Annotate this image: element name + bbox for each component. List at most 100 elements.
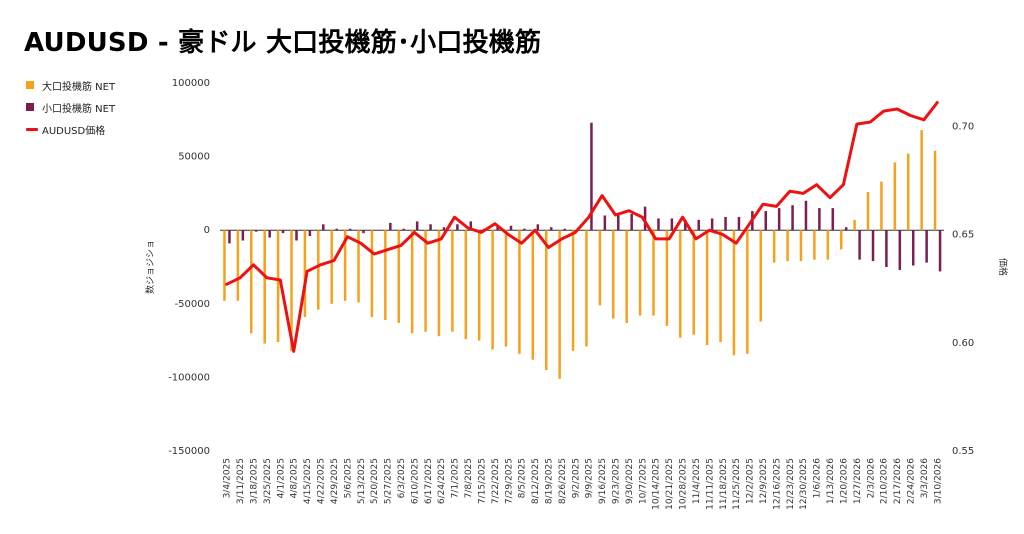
bar-small <box>348 228 352 231</box>
legend-item-price: AUDUSD価格 <box>26 118 115 140</box>
x-tick-label: 1/13/2026 <box>826 458 836 504</box>
bar-small <box>456 224 459 231</box>
bar-small <box>885 230 888 267</box>
bar-large <box>544 230 548 371</box>
bar-small <box>710 218 714 231</box>
bar-large <box>504 230 508 347</box>
x-tick-label: 5/27/2025 <box>384 458 394 504</box>
x-tick-label: 8/12/2025 <box>531 458 541 504</box>
x-tick-label: 11/18/2025 <box>719 458 729 510</box>
bar-small <box>389 222 392 231</box>
y-tick-label: 0 <box>204 225 210 236</box>
x-tick-label: 5/20/2025 <box>370 458 380 504</box>
x-tick-label: 2/17/2026 <box>893 458 903 504</box>
bar-small <box>938 230 942 272</box>
bar-large <box>705 230 709 346</box>
x-tick-label: 3/25/2025 <box>263 458 273 504</box>
legend-label-small: 小口投機筋 NET <box>42 103 116 115</box>
legend: 大口投機筋 NET 小口投機筋 NET AUDUSD価格 <box>26 74 115 140</box>
x-tick-label: 9/2/2025 <box>571 458 581 498</box>
legend-swatch-large <box>26 81 34 89</box>
x-tick-label: 5/13/2025 <box>357 458 367 504</box>
bar-small <box>509 225 513 231</box>
x-tick-label: 8/26/2025 <box>558 458 568 504</box>
bar-small <box>442 227 446 231</box>
x-tick-label: 3/18/2025 <box>250 458 260 504</box>
x-tick-label: 8/19/2025 <box>545 458 555 504</box>
bar-small <box>563 228 566 231</box>
bar-small <box>590 122 593 231</box>
bar-small <box>791 205 794 231</box>
bar-large <box>317 230 320 310</box>
bar-small <box>630 214 633 231</box>
bar-large <box>772 230 776 263</box>
bar-large <box>826 230 830 260</box>
x-tick-label: 4/8/2025 <box>290 458 300 498</box>
bar-small <box>255 230 258 232</box>
x-tick-label: 11/11/2025 <box>705 458 715 510</box>
bar-small <box>362 230 365 234</box>
bar-large <box>585 230 588 347</box>
bar-small <box>871 230 875 262</box>
legend-swatch-small <box>26 103 34 111</box>
bar-large <box>692 230 695 335</box>
y-tick-label: -100000 <box>168 372 210 383</box>
x-tick-label: 7/1/2025 <box>451 458 461 498</box>
bar-large <box>679 230 682 338</box>
bar-small <box>697 219 700 231</box>
bar-large <box>893 162 897 231</box>
bar-large <box>571 230 575 351</box>
x-tick-label: 3/10/2026 <box>933 458 943 504</box>
x-tick-label: 6/17/2025 <box>424 458 434 504</box>
y-tick-label: -150000 <box>168 446 210 457</box>
legend-item-small: 小口投機筋 NET <box>26 96 115 118</box>
x-tick-label: 1/6/2026 <box>813 458 823 499</box>
x-tick-label: 4/1/2025 <box>276 458 286 498</box>
x-tick-label: 12/23/2025 <box>786 458 796 510</box>
x-tick-label: 9/30/2025 <box>625 458 635 504</box>
bar-large <box>451 230 454 332</box>
y2-tick-label: 0.55 <box>952 446 974 457</box>
bar-large <box>625 230 628 323</box>
bar-large <box>491 230 494 350</box>
bar-small <box>684 219 687 231</box>
bar-large <box>531 230 535 360</box>
x-tick-label: 7/22/2025 <box>491 458 501 504</box>
x-tick-label: 7/29/2025 <box>504 458 514 504</box>
bar-small <box>415 221 419 231</box>
bar-small <box>308 230 312 237</box>
x-tick-label: 12/30/2025 <box>799 458 809 510</box>
x-tick-label: 9/23/2025 <box>612 458 622 504</box>
bar-small <box>925 230 928 263</box>
bar-large <box>250 230 253 334</box>
bar-large <box>236 230 240 301</box>
bar-large <box>424 230 427 332</box>
bar-large <box>906 153 910 231</box>
y2-tick-label: 0.60 <box>952 338 974 349</box>
bar-small <box>523 228 526 231</box>
bar-large <box>343 230 347 301</box>
x-tick-label: 3/4/2025 <box>223 458 233 498</box>
bar-small <box>643 206 647 231</box>
x-tick-label: 10/14/2025 <box>652 458 662 510</box>
bar-large <box>558 230 561 379</box>
bar-large <box>880 181 883 231</box>
x-tick-label: 6/10/2025 <box>410 458 420 504</box>
bar-large <box>732 230 736 356</box>
x-tick-label: 11/25/2025 <box>732 458 742 510</box>
bar-large <box>370 230 374 318</box>
bar-small <box>268 230 271 238</box>
bar-large <box>786 230 789 262</box>
bar-large <box>276 230 280 343</box>
bar-small <box>737 216 741 231</box>
x-tick-label: 6/24/2025 <box>437 458 447 504</box>
y-axis-title: 数ジョジショ <box>144 240 156 294</box>
bar-small <box>228 230 231 244</box>
legend-item-large: 大口投機筋 NET <box>26 74 115 96</box>
x-tick-label: 2/24/2026 <box>907 458 917 504</box>
x-tick-label: 4/29/2025 <box>330 458 340 504</box>
x-tick-label: 11/4/2025 <box>692 458 702 504</box>
bar-large <box>598 230 602 306</box>
y2-tick-label: 0.65 <box>952 230 974 241</box>
